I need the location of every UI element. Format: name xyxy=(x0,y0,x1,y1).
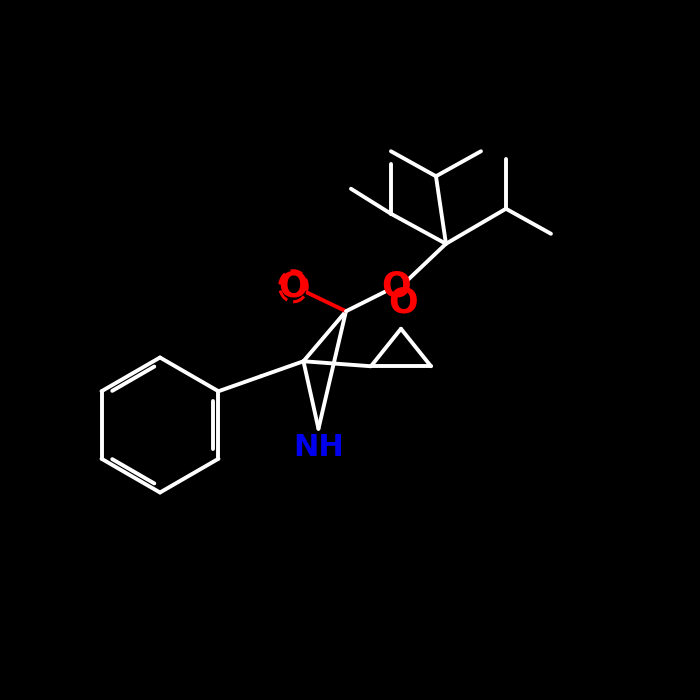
Text: O: O xyxy=(381,270,411,303)
Text: O: O xyxy=(389,286,419,320)
Text: O: O xyxy=(279,270,308,303)
Text: NH: NH xyxy=(293,433,344,462)
